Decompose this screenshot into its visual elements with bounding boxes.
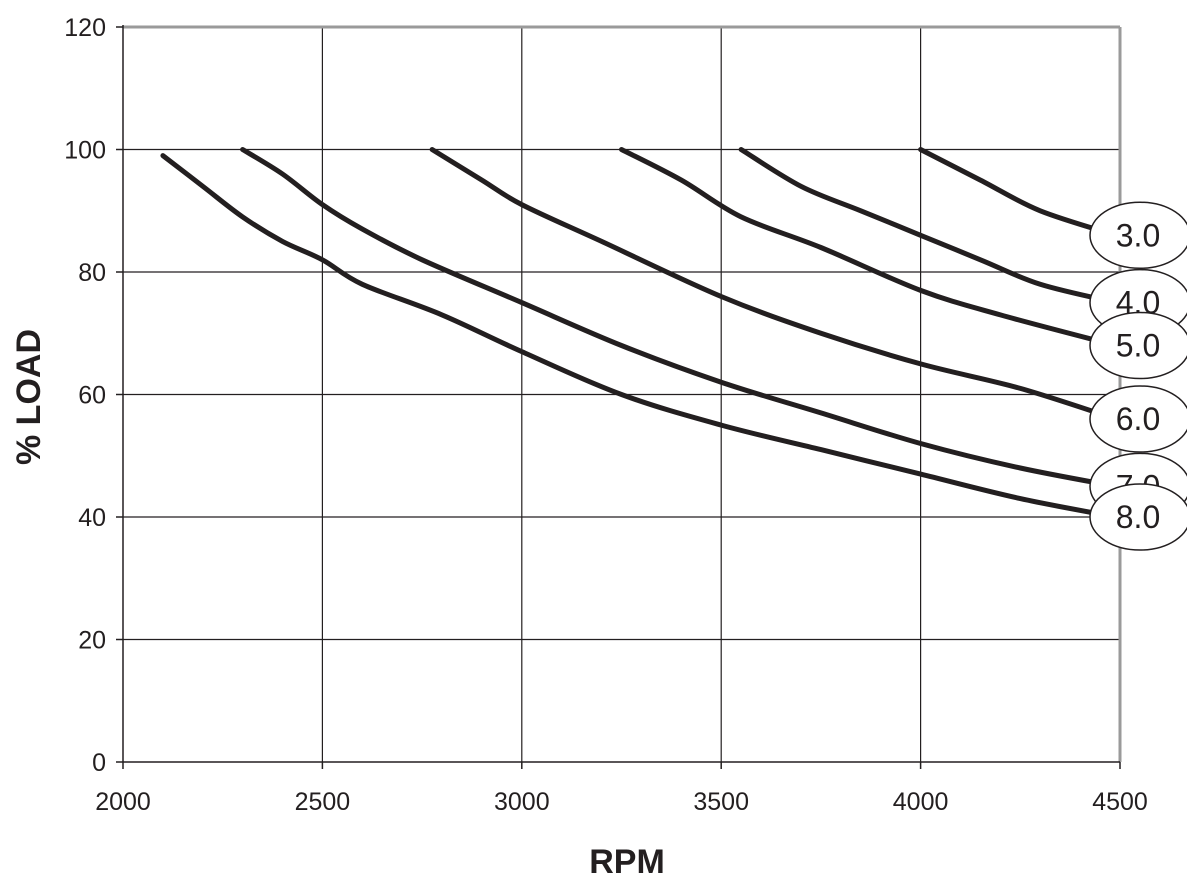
y-tick-label-120: 120 <box>64 14 106 42</box>
series-line-7.0 <box>240 147 1119 489</box>
y-tick-label-60: 60 <box>78 382 106 410</box>
y-tick-label-0: 0 <box>92 749 106 777</box>
series-label-5.0: 5.0 <box>1089 311 1187 380</box>
x-tick-label-2500: 2500 <box>295 788 351 816</box>
series-label-8.0: 8.0 <box>1089 483 1187 551</box>
x-axis-title: RPM <box>589 843 665 878</box>
series-label-text-5.0: 5.0 <box>1116 328 1160 364</box>
tick-labels: 0 20 40 60 80 100 120 2000 2500 3000 3500 4000 4500 <box>64 14 1148 816</box>
series-line-8.0 <box>160 153 1119 520</box>
x-tick-label-3500: 3500 <box>693 788 749 816</box>
series-line-4.0 <box>738 147 1119 306</box>
series-label-text-6.0: 6.0 <box>1116 401 1160 437</box>
series-line-3.0 <box>918 147 1119 238</box>
series-curves <box>160 147 1119 520</box>
series-label-text-3.0: 3.0 <box>1116 217 1160 253</box>
series-label-oval-3.0 <box>1089 201 1187 269</box>
y-tick-label-20: 20 <box>78 627 106 655</box>
x-tick-label-4500: 4500 <box>1092 788 1148 816</box>
series-label-oval-8.0 <box>1089 483 1187 551</box>
series-label-3.0: 3.0 <box>1089 201 1187 269</box>
axes <box>116 25 1122 769</box>
y-tick-label-80: 80 <box>78 259 106 287</box>
series-label-oval-5.0 <box>1089 311 1187 380</box>
x-tick-label-3000: 3000 <box>494 788 550 816</box>
series-label-6.0: 6.0 <box>1089 385 1187 453</box>
y-tick-label-100: 100 <box>64 137 106 165</box>
x-tick-label-2000: 2000 <box>95 788 151 816</box>
y-tick-label-40: 40 <box>78 504 106 532</box>
series-line-5.0 <box>619 147 1119 348</box>
series-line-6.0 <box>429 147 1119 422</box>
series-labels: 3.04.05.06.07.08.0 <box>1089 201 1187 551</box>
y-axis-title: % LOAD <box>10 329 48 465</box>
series-label-text-8.0: 8.0 <box>1116 499 1160 535</box>
x-tick-label-4000: 4000 <box>893 788 949 816</box>
series-label-oval-6.0 <box>1089 385 1187 453</box>
